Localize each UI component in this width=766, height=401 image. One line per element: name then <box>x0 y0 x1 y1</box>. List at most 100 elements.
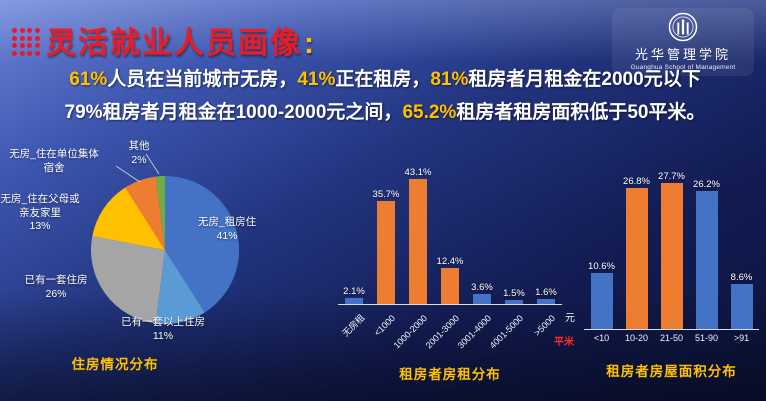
summary-segment: 人员在当前城市无房， <box>107 69 298 90</box>
pie-label-name: 无房_租房住 <box>197 216 257 228</box>
pie-label-name: 已有一套以上住房 <box>121 316 205 328</box>
bar <box>695 190 718 329</box>
bar-chart-rent: 2.1% 35.7% 43.1% 12.4% 3.6% 1.5% 1.6% 无房租 <1000… <box>338 160 575 400</box>
bar-column: 43.1% <box>402 160 434 304</box>
bar-column: 1.5% <box>498 160 530 304</box>
category-label: 21-50 <box>659 333 684 343</box>
summary-segment: 正在租房， <box>335 69 431 90</box>
bar-column: 27.7% <box>654 160 689 329</box>
bar-column: 26.8% <box>619 160 654 329</box>
bar-value-label: 43.1% <box>404 167 432 178</box>
bar <box>409 179 427 304</box>
bar <box>625 187 648 329</box>
summary-segment: 租房者月租金在1000-2000元之间， <box>102 101 403 123</box>
summary-text: 61%人员在当前城市无房，41%正在租房，81%租房者月租金在2000元以下 7… <box>18 64 752 129</box>
page-title-colon: : <box>304 27 316 60</box>
pie-label-pct: 11% <box>152 329 174 342</box>
summary-segment: 81% <box>430 69 469 90</box>
pie-label-name: 其他 <box>128 140 150 152</box>
bar-column: 12.4% <box>434 160 466 304</box>
bar-value-label: 35.7% <box>372 188 400 200</box>
pie-slice <box>155 250 205 324</box>
leader-line-other <box>145 153 160 175</box>
bar-value-label: 12.4% <box>436 256 464 267</box>
bar-value-label: 1.5% <box>503 287 525 299</box>
bar-column: 8.6% <box>724 160 759 329</box>
pie-chart-housing: 无房_租房住 41% 其他 2% 无房_住在单位集体宿舍 无房_住在父母或亲友家… <box>0 138 332 393</box>
page-title-text: 灵活就业人员画像 <box>46 27 302 60</box>
bar-column: 26.2% <box>689 160 724 329</box>
logo-en-text: Guanghua School of Management <box>630 64 736 71</box>
bar <box>660 183 683 329</box>
bar-column: 3.6% <box>466 160 498 304</box>
pie-slice <box>90 236 165 324</box>
pie-label-name: 已有一套住房 <box>24 274 88 286</box>
bar <box>473 293 491 304</box>
bar-column: 2.1% <box>338 160 370 304</box>
pku-seal-icon <box>668 12 698 42</box>
page-title: 灵活就业人员画像: <box>46 18 316 62</box>
pie-label-pct: 13% <box>29 220 51 233</box>
category-label: 51-90 <box>694 333 719 343</box>
bar-value-label: 26.8% <box>623 175 650 187</box>
rent-plot: 2.1% 35.7% 43.1% 12.4% 3.6% 1.5% 1.6% <box>338 160 562 305</box>
bar-value-label: 1.6% <box>535 287 557 299</box>
pie-slice <box>125 176 165 250</box>
bar <box>441 268 459 304</box>
summary-segment: 41% <box>297 69 336 90</box>
pie-label-name: 无房_住在单位集体宿舍 <box>9 148 99 174</box>
rent-unit-label: 元 <box>565 313 575 324</box>
leader-line-dorm <box>115 165 141 183</box>
area-chart-caption: 租房者房屋面积分布 <box>606 364 737 379</box>
bar <box>345 297 363 304</box>
pie-label-name: 无房_住在父母或亲友家里 <box>0 193 80 219</box>
bar-column: 35.7% <box>370 160 402 304</box>
bar <box>730 283 753 329</box>
pie-label-multi-home: 已有一套以上住房 11% <box>112 316 214 343</box>
rent-categories: 无房租 <1000 1000-2000 2001-3000 3001-4000 4001-… <box>338 305 562 355</box>
area-plot: 10.6% 26.8% 27.7% 26.2% 8.6% <box>584 160 759 330</box>
pie-label-parents: 无房_住在父母或亲友家里 13% <box>0 193 80 234</box>
summary-segment: 租房者月租金在2000元以下 <box>468 69 701 90</box>
rent-chart-caption: 租房者房租分布 <box>399 367 501 382</box>
summary-line-1: 61%人员在当前城市无房，41%正在租房，81%租房者月租金在2000元以下 <box>18 64 752 97</box>
bar <box>377 200 395 304</box>
pie-slice <box>155 176 165 250</box>
pie-label-renting: 无房_租房住 41% <box>186 216 268 243</box>
dots-grid-icon <box>12 28 40 56</box>
area-unit-label: 平米 <box>554 337 574 348</box>
pie-label-one-home: 已有一套住房 26% <box>16 274 96 301</box>
guanghua-logo: 光华管理学院 Guanghua School of Management <box>612 8 754 76</box>
bar-value-label: 8.6% <box>730 271 753 283</box>
summary-segment: 79% <box>64 101 103 123</box>
pie-svg <box>90 153 240 324</box>
bar-chart-area: 10.6% 26.8% 27.7% 26.2% 8.6% <10 10-20 21-50 51… <box>554 160 759 400</box>
bar-value-label: 10.6% <box>588 261 615 273</box>
area-categories: <10 10-20 21-50 51-90 >91 <box>584 330 759 343</box>
pie-label-dorm: 无房_住在单位集体宿舍 <box>8 148 100 175</box>
category-label: >91 <box>733 333 750 343</box>
bar <box>505 299 523 304</box>
summary-line-2: 79%租房者月租金在1000-2000元之间，65.2%租房者租房面积低于50平… <box>18 97 752 130</box>
summary-segment: 租房者租房面积低于50平米。 <box>456 101 706 123</box>
pie-label-pct: 41% <box>216 229 238 242</box>
logo-cn-text: 光华管理学院 <box>634 47 731 62</box>
bar-column: 10.6% <box>584 160 619 329</box>
bar-value-label: 3.6% <box>471 281 493 293</box>
category-label: <10 <box>593 333 610 343</box>
category-label: 无房租 <box>340 312 367 339</box>
bar-value-label: 2.1% <box>343 285 365 297</box>
bar <box>590 273 613 329</box>
bar-value-label: 26.2% <box>693 178 720 190</box>
pie-label-pct: 26% <box>45 287 67 300</box>
bar-column: 1.6% <box>530 160 562 304</box>
summary-segment: 65.2% <box>402 101 457 123</box>
pie-chart-caption: 住房情况分布 <box>71 357 159 372</box>
category-label: 10-20 <box>624 333 649 343</box>
pie-label-pct: 2% <box>131 153 147 166</box>
summary-segment: 61% <box>69 69 108 90</box>
bar <box>537 299 555 304</box>
pie-slice <box>92 187 165 250</box>
pie-label-other: 其他 2% <box>118 140 160 167</box>
